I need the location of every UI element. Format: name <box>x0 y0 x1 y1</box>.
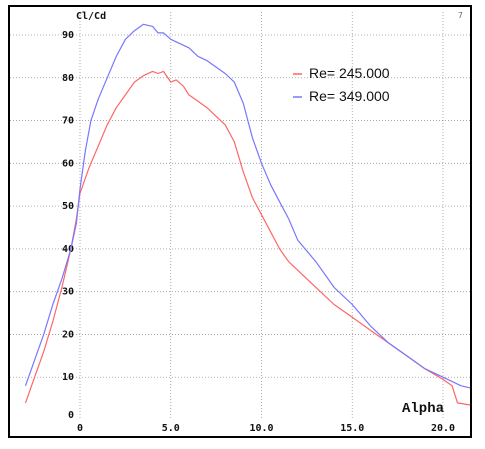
x-tick-label: 15.0 <box>340 423 364 434</box>
y-tick-label: 10 <box>62 372 74 383</box>
x-tick-label: 20.0 <box>431 423 455 434</box>
y-tick-label: 0 <box>68 410 74 421</box>
legend-label-re-245: Re= 245.000 <box>309 65 390 81</box>
series-line-re-245 <box>24 70 471 406</box>
chart-frame <box>8 5 472 438</box>
y-tick-label: 80 <box>62 73 74 84</box>
y-tick-label: 60 <box>62 158 74 169</box>
y-tick-label: 30 <box>62 287 74 298</box>
x-tick-label: 10.0 <box>249 423 273 434</box>
y-tick-label: 70 <box>62 116 74 127</box>
y-tick-labels: 0 10 20 30 40 50 60 70 80 90 <box>62 30 74 421</box>
y-tick-label: 40 <box>62 244 74 255</box>
series-layer <box>24 23 471 406</box>
x-tick-labels: 0 5.0 10.0 15.0 20.0 <box>77 423 455 434</box>
x-axis-label: Alpha <box>402 401 445 417</box>
corner-mark: 7 <box>458 11 463 20</box>
legend: Re= 245.000 Re= 349.000 <box>293 65 390 104</box>
x-tick-label: 5.0 <box>162 423 180 434</box>
y-tick-label: 90 <box>62 30 74 41</box>
x-tick-label: 0 <box>77 423 83 434</box>
y-tick-label: 50 <box>62 201 74 212</box>
y-axis-label: Cl/Cd <box>76 11 106 22</box>
series-line-re-349 <box>24 23 471 389</box>
y-tick-label: 20 <box>62 329 74 340</box>
grid-lines <box>10 12 470 420</box>
legend-label-re-349: Re= 349.000 <box>309 88 390 104</box>
